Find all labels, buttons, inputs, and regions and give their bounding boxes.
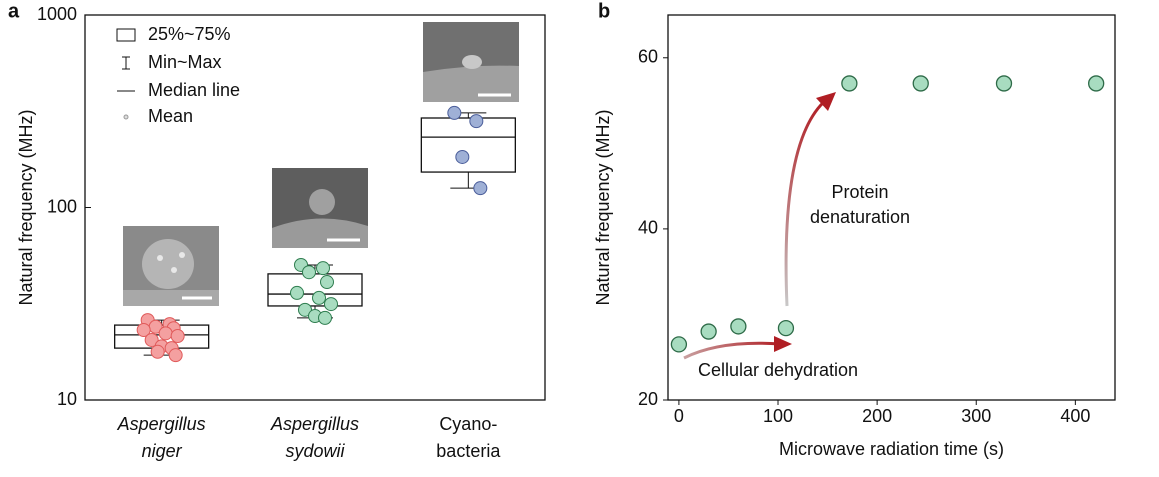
data-point	[473, 181, 488, 196]
y-tick-label: 40	[638, 218, 658, 238]
y-tick-label: 60	[638, 47, 658, 67]
data-point	[136, 323, 151, 338]
x-tick-label: niger	[142, 441, 183, 461]
panel-label: a	[8, 0, 20, 22]
annotation: Protein	[831, 182, 888, 202]
arrow	[683, 341, 781, 360]
arrow-head	[816, 92, 836, 111]
data-point	[324, 297, 338, 312]
data-point	[312, 290, 326, 305]
arrow	[784, 98, 827, 307]
x-tick-label: bacteria	[436, 441, 501, 461]
x-tick-label: Cyano-	[439, 414, 497, 434]
x-tick-label: sydowii	[285, 441, 345, 461]
data-point	[912, 75, 929, 92]
x-tick-label: 300	[961, 406, 991, 426]
data-point	[995, 75, 1013, 92]
x-tick-label: 0	[674, 406, 684, 426]
data-point	[298, 302, 312, 317]
data-point	[700, 323, 717, 340]
legend-label: Min~Max	[148, 52, 222, 72]
sem-image	[423, 22, 519, 102]
box	[420, 117, 516, 173]
data-point	[1088, 75, 1105, 92]
sem-image	[272, 168, 368, 248]
annotation: Cellular dehydration	[698, 360, 858, 380]
x-tick-label: 400	[1060, 406, 1090, 426]
x-axis-label: Microwave radiation time (s)	[779, 439, 1004, 459]
y-tick-label: 10	[57, 389, 77, 409]
data-point	[447, 105, 462, 120]
arrow-head	[774, 336, 792, 352]
legend-icon	[123, 114, 129, 120]
x-tick-label: 100	[763, 406, 793, 426]
plot-frame	[667, 14, 1116, 401]
data-point	[320, 275, 334, 290]
data-point	[290, 285, 304, 300]
data-point	[455, 149, 470, 164]
data-point	[302, 265, 316, 280]
data-point	[316, 261, 330, 276]
data-point	[158, 326, 173, 341]
data-point	[170, 329, 185, 344]
data-point	[144, 332, 159, 347]
y-tick-label: 20	[638, 389, 658, 409]
y-axis-label: Natural frequency (MHz)	[16, 109, 36, 305]
legend-icon	[116, 28, 136, 42]
data-point	[670, 336, 688, 353]
y-tick-label: 100	[47, 196, 77, 216]
x-tick-label: Aspergillus	[270, 414, 359, 434]
data-point	[469, 114, 484, 129]
data-point	[730, 318, 747, 335]
legend-label: Mean	[148, 106, 193, 126]
y-tick-label: 1000	[37, 4, 77, 24]
x-tick-label: Aspergillus	[117, 414, 206, 434]
data-point	[150, 344, 165, 359]
legend-icon	[122, 56, 130, 70]
panel-label: b	[598, 0, 610, 22]
data-point	[168, 348, 183, 363]
legend-label: 25%~75%	[148, 24, 231, 44]
data-point	[318, 310, 332, 325]
legend-label: Median line	[148, 80, 240, 100]
data-point	[777, 319, 795, 337]
y-axis-label: Natural frequency (MHz)	[593, 109, 613, 305]
annotation: denaturation	[810, 207, 910, 227]
data-point	[841, 75, 858, 92]
x-tick-label: 200	[862, 406, 892, 426]
sem-image	[123, 226, 219, 306]
